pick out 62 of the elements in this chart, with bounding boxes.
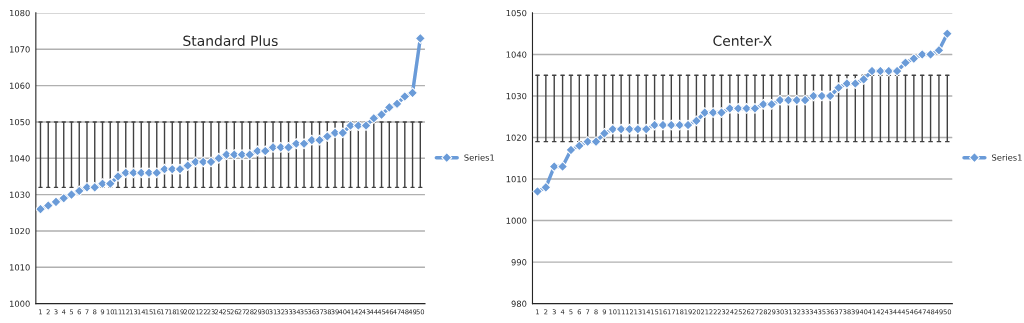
- point: [615, 123, 627, 135]
- y-tick-label: 1050: [506, 9, 527, 17]
- y-tick-label: 1000: [9, 300, 30, 307]
- y-tick-label: 1030: [9, 191, 30, 198]
- point: [532, 186, 543, 197]
- point: [182, 160, 194, 171]
- point: [716, 107, 727, 119]
- y-tick-label: 990: [511, 259, 527, 266]
- point: [749, 103, 761, 114]
- point: [213, 152, 225, 164]
- legend-label: Series1: [464, 154, 495, 161]
- point: [665, 119, 677, 131]
- y-tick-label: 1020: [9, 227, 30, 235]
- point: [190, 156, 201, 168]
- point: [766, 98, 778, 110]
- point: [73, 185, 85, 197]
- point: [782, 94, 794, 106]
- point: [314, 134, 325, 146]
- point: [640, 123, 652, 135]
- point: [799, 94, 811, 106]
- point: [345, 120, 356, 131]
- point: [690, 115, 702, 127]
- point: [808, 90, 819, 102]
- y-tick-label: 1010: [506, 176, 527, 183]
- y-tick-label: 980: [511, 300, 527, 307]
- point: [58, 192, 70, 204]
- point: [89, 181, 101, 193]
- y-tick-label: 1010: [9, 264, 30, 271]
- point: [151, 167, 163, 179]
- point: [259, 145, 271, 157]
- point: [252, 145, 263, 157]
- point: [757, 98, 769, 110]
- point: [707, 107, 719, 119]
- y-tick-label: 1030: [506, 92, 527, 100]
- point: [321, 131, 333, 142]
- y-tick-label: 1060: [9, 82, 30, 89]
- point: [283, 141, 294, 153]
- point: [624, 123, 635, 135]
- text: Standard Plus: [183, 35, 278, 47]
- point: [205, 156, 217, 168]
- point: [244, 149, 256, 161]
- point: [298, 138, 310, 150]
- point: [833, 82, 845, 94]
- point: [682, 119, 694, 131]
- legend-label: Series1: [992, 154, 1022, 161]
- point: [732, 103, 744, 114]
- y-tick-label: 1000: [506, 217, 527, 224]
- y-tick-label: 1040: [9, 155, 30, 162]
- point: [42, 200, 54, 211]
- y-tick-label: 1080: [9, 9, 30, 17]
- point: [391, 98, 403, 110]
- point: [399, 91, 411, 102]
- point: [824, 90, 836, 102]
- point: [849, 78, 861, 89]
- y-tick-label: 1070: [9, 46, 30, 53]
- y-tick-label: 1020: [506, 134, 527, 141]
- point: [360, 120, 372, 131]
- point: [925, 49, 937, 60]
- y-tick-label: 1040: [506, 51, 527, 58]
- point: [174, 163, 186, 175]
- text: Center-X: [713, 35, 772, 47]
- y-tick-label: 1050: [9, 118, 30, 126]
